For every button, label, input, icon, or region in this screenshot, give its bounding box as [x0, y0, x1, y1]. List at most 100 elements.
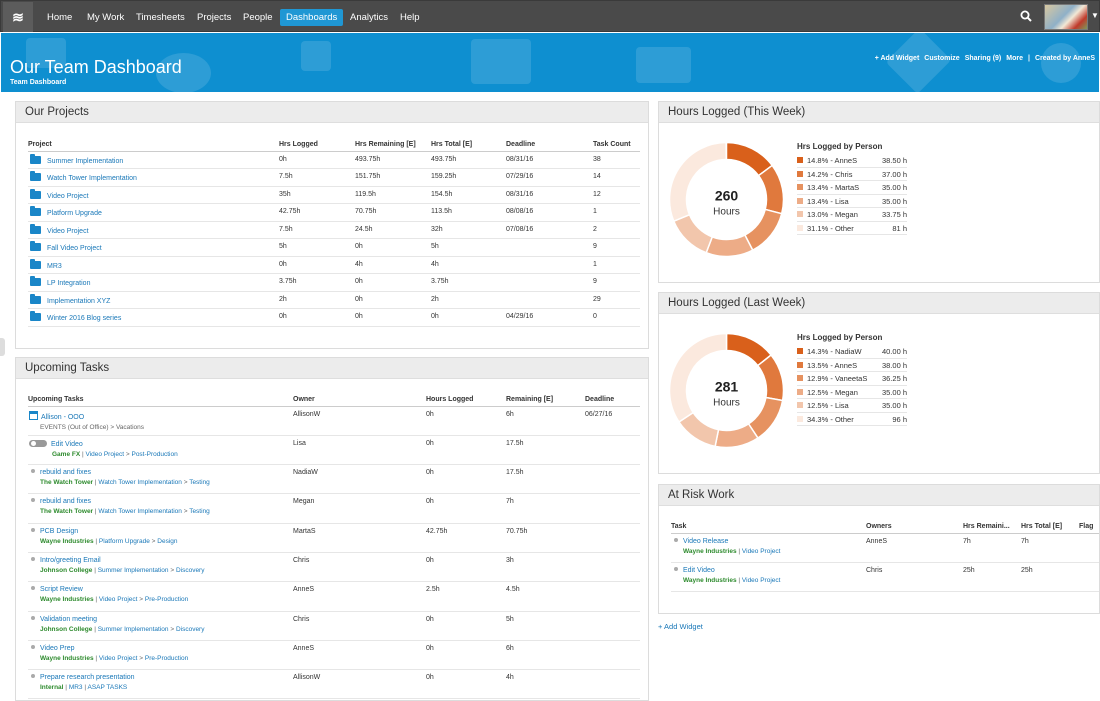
- task-path-part[interactable]: Video Project: [98, 654, 138, 662]
- project-link[interactable]: Winter 2016 Blog series: [47, 315, 122, 322]
- task-row[interactable]: rebuild and fixes The Watch Tower | Watch…: [28, 464, 640, 495]
- task-path-part[interactable]: Pre-Production: [144, 654, 189, 662]
- banner-action-1[interactable]: Customize: [924, 55, 960, 62]
- project-row[interactable]: LP Integration 3.75h 0h 3.75h 9: [28, 273, 640, 292]
- nav-item-projects[interactable]: Projects: [197, 12, 232, 23]
- legend-entry[interactable]: 34.3% - Other 96 h: [797, 413, 907, 426]
- task-row[interactable]: rebuild and fixes The Watch Tower | Watch…: [28, 493, 640, 524]
- app-menu-icon[interactable]: ≋: [3, 2, 33, 32]
- project-link[interactable]: LP Integration: [47, 280, 91, 287]
- project-link[interactable]: Platform Upgrade: [47, 210, 102, 217]
- task-path-part[interactable]: Internal: [40, 684, 64, 692]
- banner-action-0[interactable]: + Add Widget: [874, 55, 920, 62]
- task-link[interactable]: Validation meeting: [40, 615, 98, 623]
- project-link[interactable]: Summer Implementation: [47, 157, 124, 165]
- project-row[interactable]: Platform Upgrade 42.75h 70.75h 113.5h 08/08/…: [28, 203, 640, 222]
- task-row[interactable]: Script Review Wayne Industries | Video Pr…: [28, 581, 640, 612]
- task-path-part[interactable]: Testing: [189, 479, 210, 487]
- task-path-part[interactable]: Wayne Industries: [40, 596, 94, 604]
- nav-item-analytics[interactable]: Analytics: [350, 12, 389, 23]
- task-path-part[interactable]: Discovery: [175, 625, 205, 633]
- nav-item-timesheets[interactable]: Timesheets: [136, 12, 185, 23]
- banner-action-3[interactable]: More: [1006, 55, 1023, 62]
- task-link[interactable]: Intro/greeting Email: [40, 556, 101, 564]
- chevron-down-icon[interactable]: ▼: [1091, 11, 1099, 20]
- task-path-part[interactable]: Discovery: [175, 566, 205, 574]
- task-path-part[interactable]: Summer Implementation: [97, 625, 169, 633]
- task-link[interactable]: rebuild and fixes: [40, 498, 91, 506]
- search-icon[interactable]: [1020, 10, 1032, 22]
- legend-entry[interactable]: 14.8% - AnneS 38.50 h: [797, 154, 907, 168]
- task-path-part[interactable]: MR3: [68, 684, 83, 692]
- project-row[interactable]: Video Project 7.5h 24.5h 32h 07/08/16 2: [28, 221, 640, 239]
- project-link[interactable]: Video Project: [47, 227, 89, 235]
- task-link[interactable]: Allison - OOO: [41, 413, 85, 421]
- nav-item-people[interactable]: People: [243, 12, 273, 23]
- project-row[interactable]: MR3 0h 4h 4h 1: [28, 256, 640, 274]
- task-path-part[interactable]: Design: [157, 537, 178, 545]
- nav-item-dashboards[interactable]: Dashboards: [280, 9, 344, 26]
- risk-task-link[interactable]: Edit Video: [683, 566, 715, 574]
- project-row[interactable]: Fall Video Project 5h 0h 5h 9: [28, 238, 640, 257]
- task-path-part[interactable]: Video Project: [85, 450, 125, 458]
- task-path-part[interactable]: The Watch Tower: [40, 508, 94, 516]
- risk-path-part[interactable]: Video Project: [741, 547, 781, 555]
- lastweek-slice-annes[interactable]: [756, 353, 785, 402]
- week-slice-other[interactable]: [668, 141, 728, 223]
- risk-row[interactable]: Video Release Wayne Industries | Video Pr…: [671, 533, 1099, 563]
- legend-entry[interactable]: 13.0% - Megan 33.75 h: [797, 208, 907, 222]
- week-slice-lisa[interactable]: [705, 234, 754, 258]
- task-path-part[interactable]: Post-Production: [131, 450, 178, 458]
- banner-action-5[interactable]: Created by AnneS: [1034, 55, 1095, 62]
- toggle-icon[interactable]: [29, 439, 47, 447]
- task-path-part[interactable]: ASAP TASKS: [87, 684, 128, 692]
- task-path-part[interactable]: Game FX: [52, 450, 81, 458]
- task-row[interactable]: Validation meeting Johnson College | Summ…: [28, 611, 640, 641]
- task-row[interactable]: Allison - OOO EVENTS (Out of Office) > Va…: [28, 406, 640, 436]
- task-path-part[interactable]: Johnson College: [40, 566, 93, 574]
- legend-entry[interactable]: 13.4% - Lisa 35.00 h: [797, 195, 907, 208]
- week-slice-megan[interactable]: [672, 213, 714, 254]
- task-row[interactable]: Video Prep Wayne Industries | Video Proje…: [28, 640, 640, 671]
- task-link[interactable]: Edit Video: [51, 440, 83, 448]
- task-path-part[interactable]: Wayne Industries: [40, 654, 94, 662]
- project-link[interactable]: Watch Tower Implementation: [47, 175, 137, 182]
- risk-path-part[interactable]: Wayne Industries: [683, 547, 737, 555]
- risk-task-link[interactable]: Video Release: [683, 537, 729, 545]
- task-link[interactable]: Prepare research presentation: [40, 674, 135, 682]
- legend-entry[interactable]: 31.1% - Other 81 h: [797, 222, 907, 235]
- week-slice-chris[interactable]: [757, 164, 785, 215]
- task-link[interactable]: PCB Design: [40, 527, 79, 535]
- project-row[interactable]: Winter 2016 Blog series 0h 0h 0h 04/29/16 0: [28, 308, 640, 327]
- risk-row[interactable]: Edit Video Wayne Industries | Video Proje…: [671, 562, 1099, 592]
- task-row[interactable]: Prepare research presentation Internal | …: [28, 669, 640, 700]
- task-row[interactable]: Intro/greeting Email Johnson College | Su…: [28, 552, 640, 583]
- project-link[interactable]: Fall Video Project: [47, 245, 102, 252]
- lastweek-slice-other[interactable]: [668, 332, 728, 423]
- task-path-part[interactable]: Johnson College: [40, 625, 93, 633]
- task-path-part[interactable]: Watch Tower Implementation: [98, 508, 182, 516]
- task-path-part[interactable]: Video Project: [98, 596, 138, 604]
- task-path-part[interactable]: Pre-Production: [144, 596, 189, 604]
- add-widget-link[interactable]: + Add Widget: [658, 622, 703, 631]
- nav-item-my-work[interactable]: My Work: [87, 12, 125, 23]
- legend-entry[interactable]: 13.4% - MartaS 35.00 h: [797, 181, 907, 195]
- task-link[interactable]: Script Review: [40, 586, 83, 594]
- nav-item-help[interactable]: Help: [400, 12, 420, 23]
- legend-entry[interactable]: 14.3% - NadiaW 40.00 h: [797, 345, 907, 359]
- task-link[interactable]: Video Prep: [40, 644, 75, 652]
- task-link[interactable]: rebuild and fixes: [40, 469, 91, 477]
- legend-entry[interactable]: 12.5% - Lisa 35.00 h: [797, 399, 907, 413]
- task-path-part[interactable]: Wayne Industries: [40, 537, 94, 545]
- legend-entry[interactable]: 12.5% - Megan 35.00 h: [797, 386, 907, 399]
- risk-path-part[interactable]: Wayne Industries: [683, 576, 737, 584]
- sidebar-expand-handle[interactable]: [0, 338, 5, 356]
- task-path-part[interactable]: Testing: [189, 508, 210, 516]
- legend-entry[interactable]: 12.9% - VaneetaS 36.25 h: [797, 372, 907, 386]
- task-path-part[interactable]: Summer Implementation: [97, 566, 169, 574]
- user-avatar[interactable]: [1044, 4, 1088, 30]
- task-path-part[interactable]: Watch Tower Implementation: [98, 479, 182, 487]
- project-link[interactable]: Video Project: [47, 192, 89, 200]
- project-row[interactable]: Video Project 35h 119.5h 154.5h 08/31/16 12: [28, 186, 640, 204]
- lastweek-slice-megan[interactable]: [714, 422, 759, 449]
